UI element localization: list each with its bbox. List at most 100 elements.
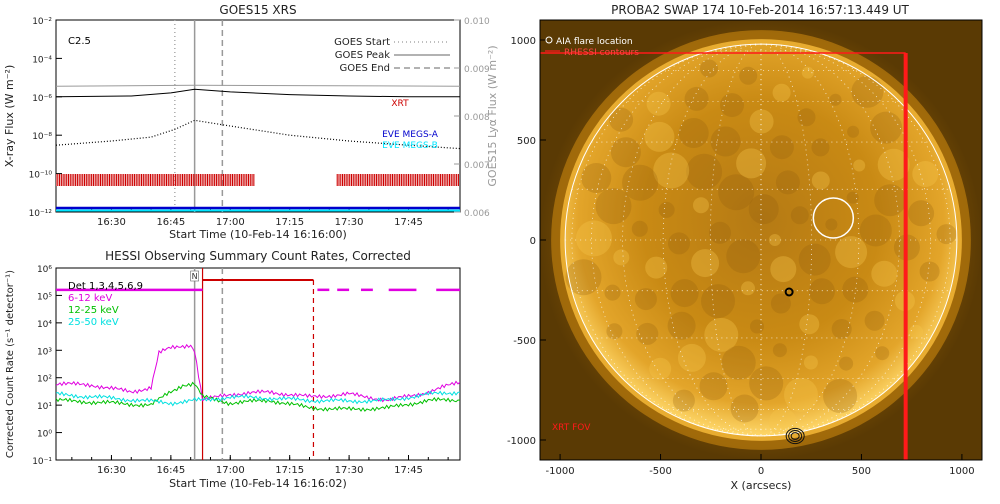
sun-texture-blob <box>871 260 898 287</box>
sun-texture-blob <box>700 59 718 78</box>
heliographic-grid <box>565 43 957 437</box>
sun-texture-blob <box>721 345 756 380</box>
goes-flare-class: C2.5 <box>68 36 91 47</box>
sun-texture-blob <box>658 201 675 218</box>
sun-texture-blob <box>649 357 672 380</box>
swap-y-tick-label: 500 <box>517 136 536 147</box>
sun-texture-blob <box>693 197 709 214</box>
sun-texture-blob <box>797 108 816 127</box>
sun-texture-blob <box>936 224 957 245</box>
sun-texture-blob <box>701 284 735 319</box>
swap-x-axis: -1000 -500 0 500 1000 <box>546 454 975 477</box>
legend-aia-flare-location: AIA flare location <box>556 37 633 47</box>
sun-texture-blob <box>644 121 675 152</box>
lyman-alpha-curve <box>56 84 460 87</box>
legend-goes-end-label: GOES End <box>340 63 390 74</box>
longitude-grid-line <box>709 43 762 437</box>
sun-texture-blob <box>839 356 854 371</box>
swap-features <box>540 52 908 460</box>
sun-texture-blob <box>784 377 818 412</box>
hessi-series: N <box>56 270 460 412</box>
goes-y2-tick-label: 0.008 <box>464 113 490 123</box>
legend-aia-circle-marker <box>545 36 553 44</box>
sun-texture-blob <box>691 249 720 278</box>
sun-texture-blob <box>801 66 814 79</box>
hessi-y-tick-label: 10³ <box>37 347 52 357</box>
sun-texture-blob <box>581 163 612 193</box>
sun-texture-blob <box>798 243 831 276</box>
sun-texture-blob <box>846 191 859 204</box>
sun-texture-blob <box>772 343 787 358</box>
hessi-panel: HESSI Observing Summary Count Rates, Cor… <box>5 249 461 490</box>
sun-texture-blob <box>811 171 830 190</box>
sun-texture-blob <box>770 293 791 314</box>
hessi-x-tick-label: 16:45 <box>156 465 185 476</box>
rhessi-contour <box>785 427 805 445</box>
goes-y2-tick-label: 0.007 <box>464 161 490 171</box>
swap-x-tick-label: 0 <box>758 466 764 477</box>
sun-texture-blob <box>686 153 723 190</box>
goes-y2-tick-label: 0.010 <box>464 17 490 27</box>
goes-y-tick-label: 10⁻⁶ <box>32 94 52 104</box>
goes-panel: GOES15 XRS 16:30 16:45 17:00 17:15 17:30 17:4… <box>3 3 499 241</box>
goes-x-tick-label: 16:30 <box>97 217 126 228</box>
goes-y-tick-label: 10⁻¹⁰ <box>29 171 53 181</box>
goes-y2-axis: 0.006 0.007 0.008 0.009 0.010 <box>454 17 490 219</box>
sun-texture-blob <box>875 346 890 361</box>
longitude-grid-line <box>760 43 813 437</box>
swap-title: PROBA2 SWAP 174 10-Feb-2014 16:57:13.449… <box>611 3 909 17</box>
swap-x-tick-label: -500 <box>649 466 672 477</box>
sun-texture-blob <box>908 200 935 227</box>
hessi-y-tick-label: 10⁰ <box>37 430 52 440</box>
sun-texture-blob <box>684 86 709 111</box>
sun-texture-blob <box>750 319 764 334</box>
sun-texture-blob <box>709 221 731 244</box>
goes-x-tick-label: 16:45 <box>156 217 185 228</box>
sun-texture-blob <box>646 91 671 116</box>
goes-series <box>56 84 460 212</box>
sun-texture-blob <box>634 288 657 311</box>
xrt-fov-label: XRT FOV <box>552 423 591 433</box>
sun-texture-blob <box>811 138 830 157</box>
goes-legend: GOES Start GOES Peak GOES End <box>334 37 450 74</box>
sun-texture-blob <box>667 311 696 340</box>
aia-flare-location-circle <box>812 197 855 239</box>
sun-texture-blob <box>769 135 794 160</box>
goes-y2-tick-label: 0.009 <box>464 65 490 75</box>
goes-y-tick-label: 10⁻² <box>32 17 52 27</box>
sun-texture-blob <box>803 355 818 370</box>
sun-texture-blob <box>874 184 907 217</box>
sun-texture-blob <box>770 256 797 283</box>
swap-panel: PROBA2 SWAP 174 10-Feb-2014 16:57:13.449… <box>507 3 983 492</box>
sun-texture-blob <box>606 323 623 340</box>
sun-texture-blob <box>749 366 784 401</box>
hessi-y-tick-label: 10² <box>37 375 52 385</box>
sun-texture-blob <box>864 310 885 331</box>
sun-texture-blob <box>645 256 668 279</box>
xrt-series-label: XRT <box>391 99 409 109</box>
swap-y-tick-label: -1000 <box>507 436 536 447</box>
sun-texture-blob <box>576 220 612 257</box>
hessi-flag-box <box>190 270 199 282</box>
goes-y-tick-label: 10⁻¹² <box>29 209 53 219</box>
goes-x-tick-label: 17:30 <box>335 217 364 228</box>
sun-texture-blob <box>670 279 699 308</box>
sun-texture-blob <box>853 159 866 172</box>
goes-y2-tick-label: 0.006 <box>464 209 490 219</box>
hessi-x-tick-label: 17:30 <box>335 465 364 476</box>
legend-detectors: Det 1,3,4,5,6,9 <box>68 281 143 292</box>
hessi-x-tick-label: 17:45 <box>394 465 423 476</box>
sun-texture-blob <box>565 259 602 296</box>
sun-texture-blob <box>749 109 774 134</box>
goes-y-tick-label: 10⁻⁴ <box>32 55 52 65</box>
swap-image <box>540 20 982 460</box>
sun-texture-blob <box>831 319 852 339</box>
sun-texture-blob <box>704 317 739 352</box>
rhessi-contour <box>790 432 800 440</box>
hessi-x-tick-label: 17:00 <box>216 465 245 476</box>
sun-texture-blob <box>859 214 892 247</box>
hessi-x-label: Start Time (10-Feb-14 16:16:02) <box>169 477 347 490</box>
